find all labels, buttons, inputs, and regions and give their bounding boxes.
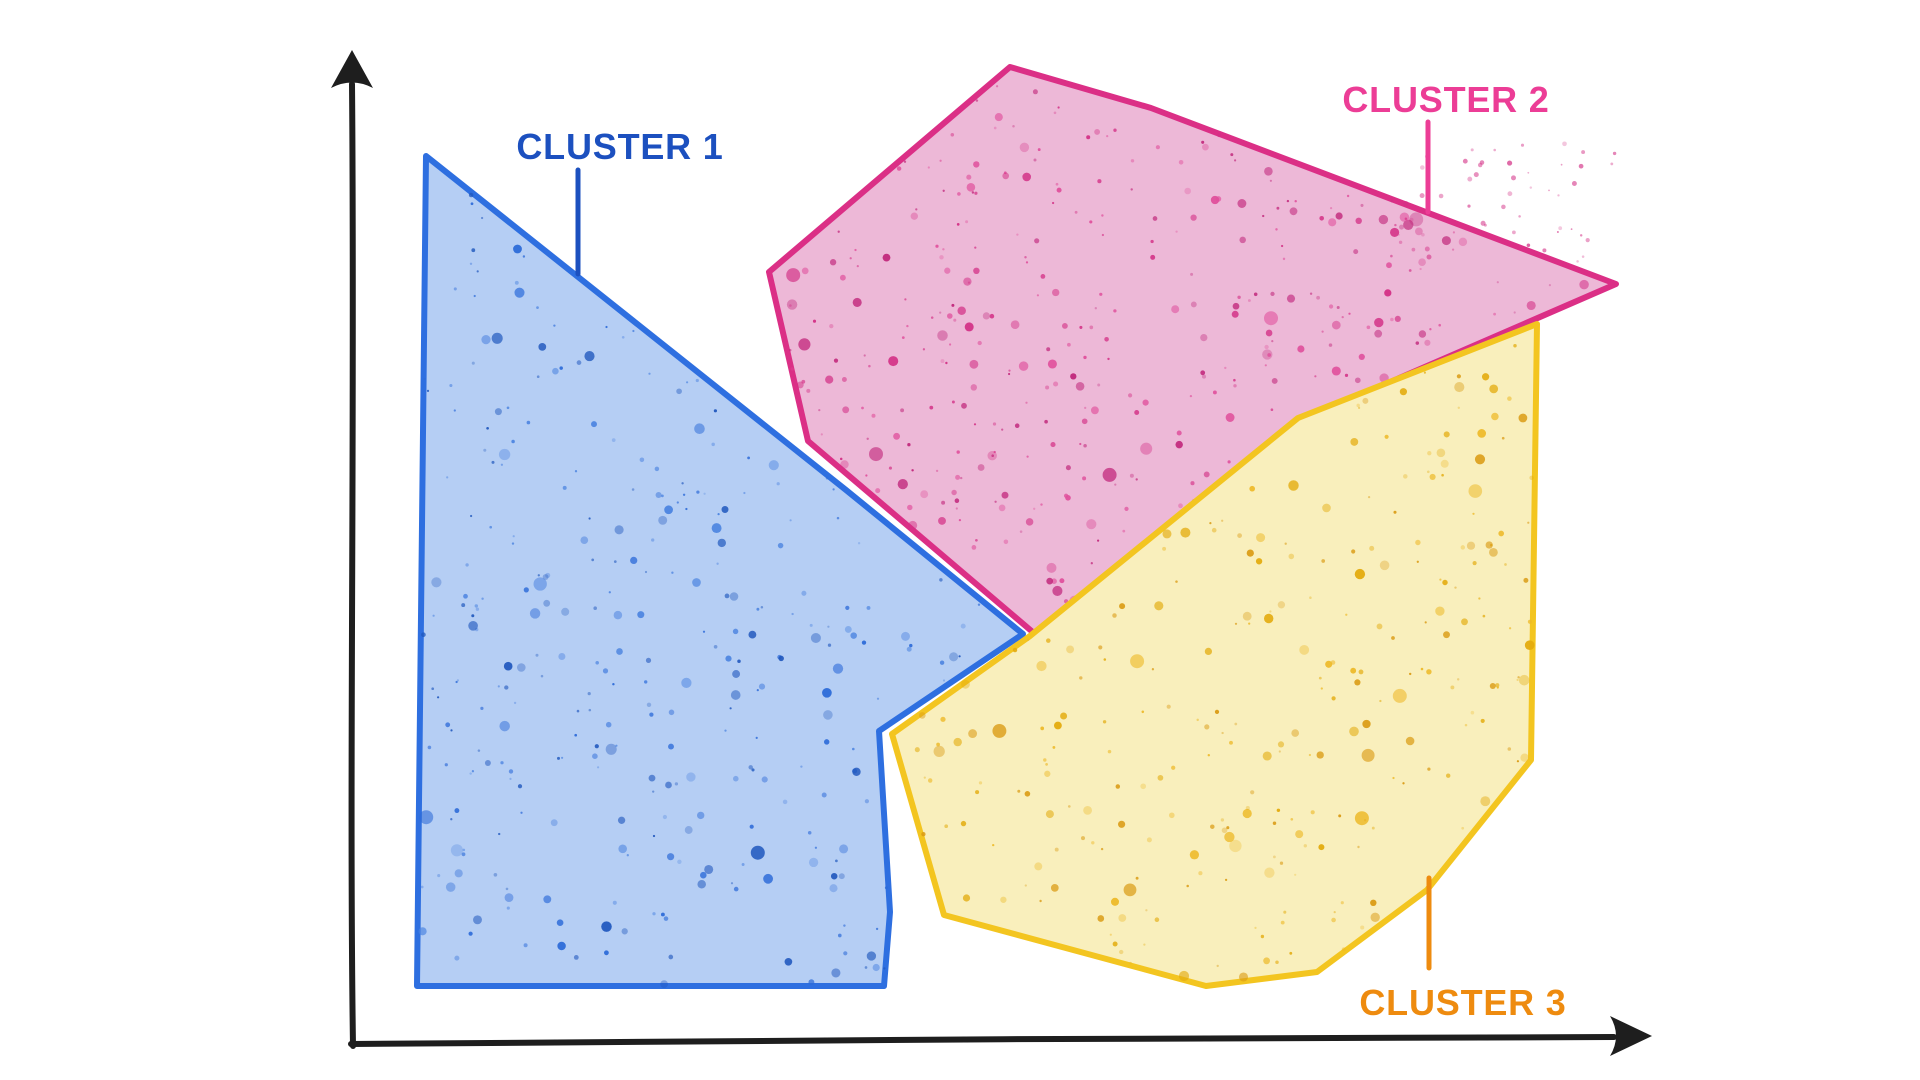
cluster-3-region — [889, 321, 1540, 989]
cluster-2-dots — [786, 85, 1617, 607]
y-axis-arrowhead — [331, 50, 373, 88]
cluster-1-group — [414, 153, 1026, 989]
cluster-1-dots — [418, 192, 981, 988]
cluster-3-label: CLUSTER 3 — [1359, 982, 1567, 1023]
x-axis-arrowhead — [1610, 1016, 1652, 1056]
y-axis — [348, 81, 356, 1049]
cluster-1-label: CLUSTER 1 — [516, 126, 724, 167]
cluster-2-label: CLUSTER 2 — [1342, 79, 1550, 120]
cluster-1-region — [414, 153, 1026, 989]
cluster-3-group — [889, 321, 1540, 989]
x-axis — [348, 1034, 1617, 1047]
cluster-3-dots — [914, 343, 1535, 982]
